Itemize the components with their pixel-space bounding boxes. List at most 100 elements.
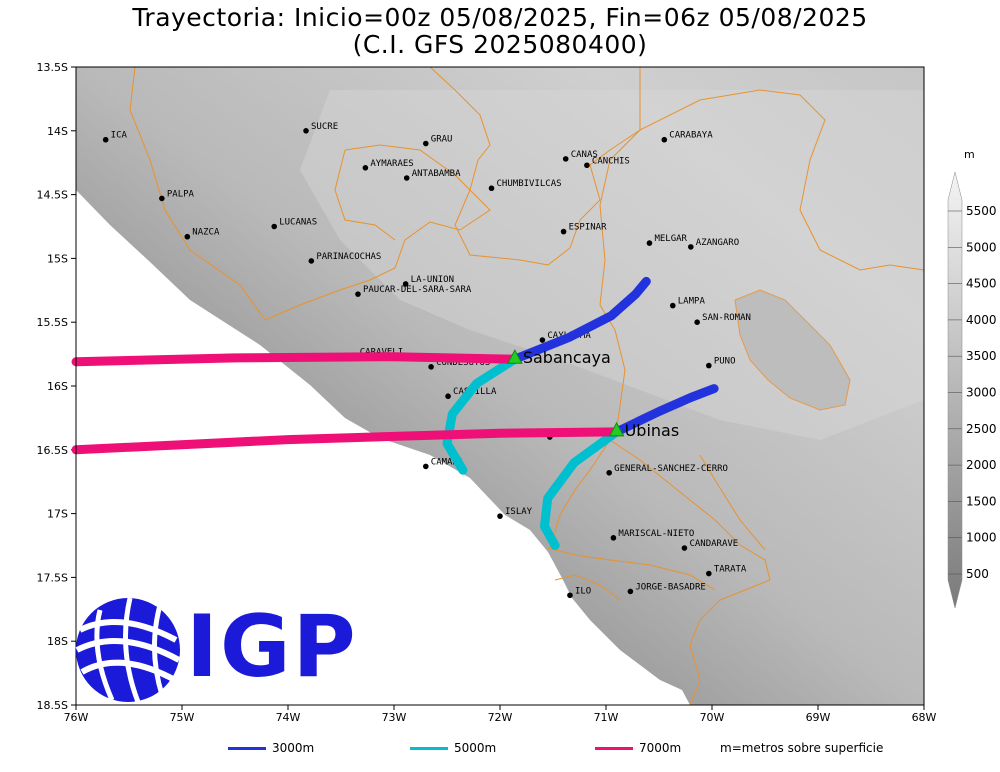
province-dot (669, 302, 676, 309)
province-dot (308, 258, 315, 264)
colorbar-label: 4500 (966, 277, 997, 291)
map-axes: 76W 75W 74W 73W 72W 71W 70W 69W 68W 13.5S 14S 14.5S… (37, 61, 937, 724)
elevation-colorbar: m 500 1000 1500 2000 2500 3000 3500 4000 4500 5000… (947, 148, 997, 609)
province-label: CANCHIS (592, 156, 630, 166)
province-dot (584, 162, 590, 169)
colorbar-label: 2500 (966, 422, 997, 436)
province-label: LUCANAS (279, 218, 317, 228)
province-label: PUNO (714, 357, 736, 367)
province-dot (423, 140, 429, 147)
colorbar-label: 2000 (966, 458, 997, 472)
province-label: SAN-ROMAN (702, 313, 751, 323)
y-tick-label: 14.5S (37, 189, 68, 202)
y-tick-label: 15S (47, 252, 68, 265)
province-dot (606, 469, 612, 476)
province-dot (560, 228, 567, 235)
legend-label: 7000m (639, 741, 682, 755)
trajectory-5000m (442, 354, 520, 475)
legend-label: 3000m (272, 741, 315, 755)
legend-label: 5000m (454, 741, 497, 755)
colorbar-bar (947, 171, 963, 609)
y-tick-label: 17S (47, 508, 68, 521)
province-dot (402, 281, 409, 287)
map-title-line2: (C.I. GFS 2025080400) (352, 30, 648, 59)
department-borders (129, 66, 925, 706)
x-tick-label: 73W (382, 711, 407, 724)
land-area (76, 67, 924, 705)
legend-swatch (595, 747, 633, 750)
y-tick-label: 18S (47, 635, 68, 648)
igp-logo-text: IGP (186, 597, 358, 697)
colorbar-label: 5000 (966, 240, 997, 254)
x-tick-label: 75W (170, 711, 195, 724)
province-label: ESPINAR (569, 223, 608, 233)
province-label: ANTABAMBA (412, 169, 461, 179)
y-tick-label: 16S (47, 380, 68, 393)
y-tick-label: 13.5S (37, 61, 68, 74)
map-border (75, 66, 925, 706)
colorbar-label: 1500 (966, 494, 997, 508)
x-tick-label: 76W (64, 711, 89, 724)
legend-swatch (228, 747, 266, 750)
trajectory-5000m (540, 427, 622, 550)
province-dot (488, 185, 495, 192)
colorbar-unit: m (964, 148, 975, 161)
colorbar-label: 3500 (966, 349, 997, 363)
trajectory-3000m (510, 276, 651, 364)
province-dot (159, 195, 165, 202)
volcano-markers: Sabancaya Ubinas (507, 348, 680, 440)
x-tick-label: 71W (594, 711, 619, 724)
volcano-label: Ubinas (625, 421, 680, 440)
province-label: CAMANA (431, 457, 464, 467)
lake-titicaca (734, 289, 851, 411)
province-dot (694, 319, 700, 326)
province-dot (428, 364, 434, 370)
legend-item-3000m: 3000m (228, 741, 314, 755)
province-dot (303, 128, 309, 134)
volcano-label: Sabancaya (523, 348, 611, 367)
province-dot (610, 535, 617, 541)
province-dot (403, 175, 410, 181)
province-dot (627, 588, 634, 595)
province-label: JORGE-BASADRE (635, 582, 705, 592)
province-dot (271, 223, 278, 230)
province-dot (646, 240, 653, 246)
legend-item-7000m: 7000m (595, 741, 681, 755)
trajectory-lines (71, 276, 719, 550)
legend-note: m=metros sobre superficie (720, 741, 884, 755)
province-label: LA-UNION (411, 275, 454, 285)
province-label: NAZCA (192, 228, 220, 238)
province-dot (562, 156, 569, 162)
y-tick-label: 18.5S (37, 699, 68, 712)
x-tick-label: 74W (276, 711, 301, 724)
province-label: CARABAYA (669, 131, 713, 141)
province-dot (355, 291, 361, 297)
y-tick-label: 15.5S (37, 316, 68, 329)
province-dot (362, 165, 369, 171)
colorbar-label: 3000 (966, 386, 997, 400)
province-label: CONDESUYOS (436, 358, 490, 368)
province-label: ILO (575, 586, 591, 596)
province-dot (184, 233, 191, 240)
province-label: GRAU (431, 135, 453, 145)
province-label: MARISCAL-NIETO (618, 529, 694, 539)
province-dot (706, 570, 712, 577)
igp-globe-icon (75, 597, 181, 703)
province-dot (688, 244, 694, 250)
volcano-icon (507, 349, 523, 364)
province-label: MELGAR (654, 234, 687, 244)
trajectory-7000m (71, 427, 622, 455)
province-label: ICA (111, 131, 128, 141)
y-tick-label: 14S (47, 125, 68, 138)
province-dot (497, 513, 503, 519)
volcano-icon (608, 421, 625, 437)
province-label: AZANGARO (696, 238, 739, 248)
colorbar-label: 500 (966, 567, 989, 581)
map-title-line1: Trayectoria: Inicio=00z 05/08/2025, Fin=… (132, 3, 868, 32)
x-tick-label: 68W (912, 711, 937, 724)
province-label: PAUCAR-DEL-SARA-SARA (363, 285, 472, 295)
province-dot (423, 463, 429, 470)
province-label: SUCRE (311, 122, 338, 132)
